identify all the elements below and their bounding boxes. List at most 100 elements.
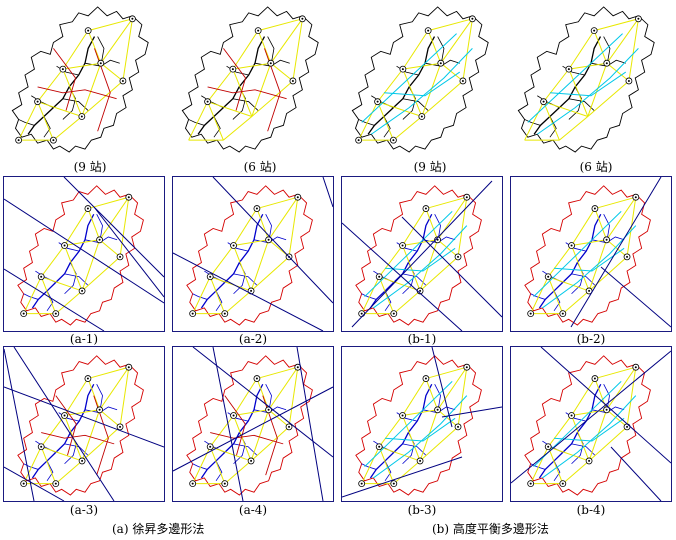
- triangulation-line: [402, 245, 421, 292]
- triangulation-line: [233, 409, 269, 416]
- balance-line: [554, 247, 625, 272]
- triangulation-line: [62, 62, 101, 70]
- triangulation-line: [232, 68, 253, 117]
- watershed-outline: [186, 355, 313, 496]
- triangulation-line: [402, 415, 421, 462]
- river-line: [384, 290, 392, 312]
- triangulation-line: [62, 68, 83, 117]
- watershed-outline: [186, 185, 313, 326]
- triangulation-line: [378, 245, 403, 278]
- polygon-bisector-line: [4, 466, 65, 501]
- triangulation-line: [530, 276, 549, 314]
- watershed-outline: [11, 6, 149, 153]
- river-line: [31, 383, 95, 479]
- balance-line: [527, 33, 623, 123]
- triangulation-line: [23, 446, 42, 484]
- thiessen-boundary: [224, 395, 246, 456]
- triangulation-line: [606, 366, 637, 411]
- triangulation-line: [543, 68, 570, 102]
- caption-b-4: (b-4): [576, 503, 606, 517]
- triangulation-line: [251, 80, 294, 117]
- triangulation-line: [268, 239, 290, 258]
- rain-gauge-dot: [634, 366, 637, 369]
- triangulation-line: [40, 245, 65, 278]
- rain-gauge-dot: [191, 482, 194, 485]
- group-title-b: (b) 高度平衡多邊形法: [432, 522, 549, 536]
- rain-gauge-dot: [427, 29, 430, 32]
- triangulation-line: [64, 208, 89, 246]
- triangulation-line: [207, 101, 224, 141]
- polygon-bisector-line: [401, 216, 502, 318]
- river-line: [384, 460, 392, 482]
- watershed-outline: [524, 355, 651, 496]
- triangulation-line: [122, 18, 133, 82]
- river-line: [43, 116, 51, 138]
- balance-line: [361, 33, 457, 123]
- rain-gauge-dot: [424, 207, 427, 210]
- rain-gauge-dot: [301, 17, 304, 20]
- river-line: [553, 290, 561, 312]
- rain-gauge-dot: [360, 312, 363, 315]
- triangulation-line: [543, 101, 560, 141]
- river-line: [200, 383, 264, 479]
- triangulation-line: [588, 409, 608, 462]
- triangulation-line: [87, 196, 129, 210]
- triangulation-line: [256, 208, 270, 240]
- triangulation-line: [224, 290, 252, 315]
- polygon-bisector-line: [610, 446, 662, 501]
- polygon-bisector-line: [570, 177, 662, 328]
- triangulation-line: [425, 366, 467, 380]
- top-caption-4: (6 站): [579, 160, 613, 174]
- triangulation-line: [81, 426, 121, 462]
- triangulation-line: [606, 409, 628, 428]
- rain-gauge-dot: [561, 312, 564, 315]
- river-line: [23, 463, 39, 470]
- triangulation-line: [40, 415, 65, 448]
- rain-gauge-dot: [392, 312, 395, 315]
- triangulation-line: [571, 208, 596, 246]
- rain-gauge-dot: [87, 29, 90, 32]
- triangulation-line: [268, 366, 299, 411]
- rain-gauge-dot: [81, 459, 84, 462]
- triangulation-line: [628, 18, 639, 82]
- triangulation-line: [377, 101, 422, 117]
- rain-gauge-dot: [357, 139, 360, 142]
- rain-gauge-dot: [80, 115, 83, 118]
- rain-gauge-dot: [465, 196, 468, 199]
- triangulation-line: [587, 80, 630, 117]
- triangulation-line: [419, 239, 439, 292]
- triangulation-line: [209, 415, 234, 448]
- polygon-bisector-line: [351, 180, 493, 328]
- rain-gauge-dot: [529, 312, 532, 315]
- triangulation-line: [270, 18, 303, 64]
- river-line: [23, 293, 39, 300]
- triangulation-line: [18, 101, 39, 141]
- triangulation-line: [87, 366, 129, 380]
- triangulation-line: [224, 460, 252, 485]
- rain-gauge-dot: [269, 62, 272, 65]
- watershed-outline: [17, 355, 144, 496]
- rain-gauge-dot: [593, 207, 596, 210]
- triangulation-line: [606, 196, 637, 241]
- map-a-4-svg: [173, 347, 333, 501]
- rain-gauge-dot: [296, 196, 299, 199]
- triangulation-line: [81, 256, 121, 292]
- triangulation-line: [233, 239, 269, 246]
- river-line: [538, 383, 602, 479]
- top-map-1-svg: [11, 6, 149, 153]
- balance-line: [370, 48, 473, 135]
- polygon-bisector-line: [342, 456, 463, 498]
- river-line: [369, 213, 433, 309]
- river-line: [18, 119, 35, 126]
- rain-gauge-dot: [626, 425, 629, 428]
- caption-a-1: (a-1): [69, 332, 99, 346]
- triangulation-line: [87, 208, 101, 240]
- rain-gauge-dot: [570, 244, 573, 247]
- river-line: [192, 463, 208, 470]
- thiessen-boundary: [37, 86, 117, 100]
- triangulation-line: [425, 378, 439, 410]
- rain-gauge-dot: [593, 29, 596, 32]
- rain-gauge-dot: [588, 289, 591, 292]
- map-a-3: [3, 346, 165, 502]
- thiessen-boundary: [210, 432, 284, 445]
